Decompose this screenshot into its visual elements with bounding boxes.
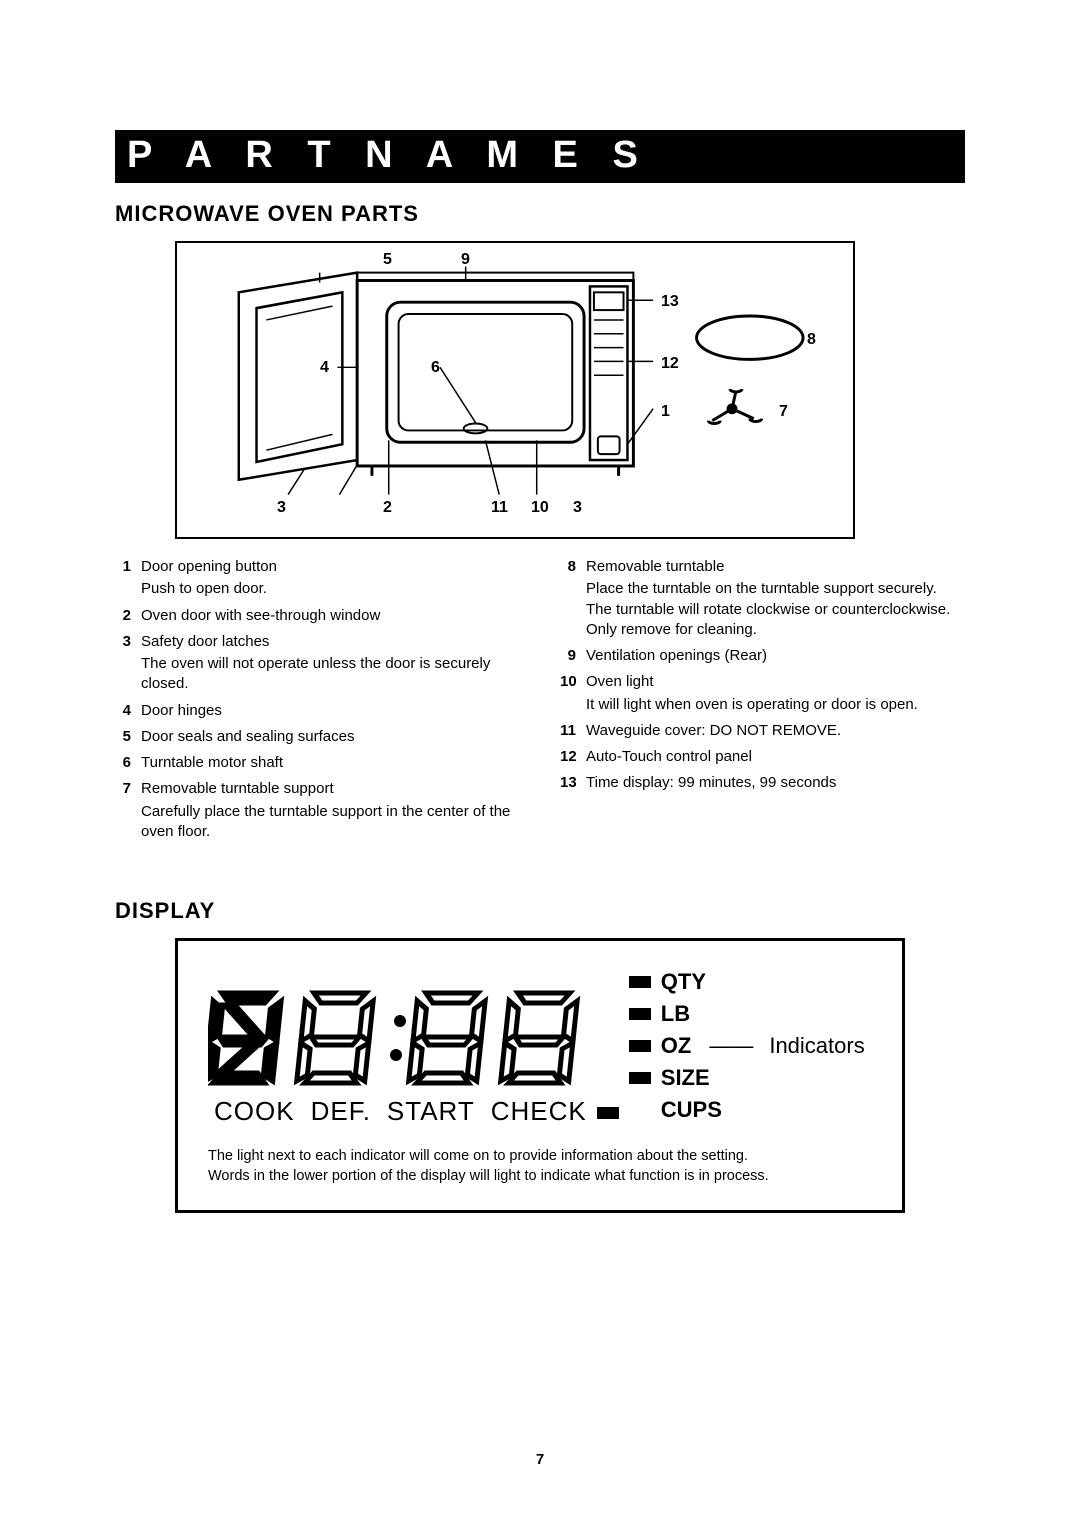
part-number: 6 [115, 753, 141, 773]
part-text: Waveguide cover: DO NOT REMOVE. [586, 721, 965, 741]
indicator-oz: OZ [661, 1033, 692, 1059]
part-text: Door seals and sealing surfaces [141, 727, 520, 747]
part-text: Oven door with see-through window [141, 606, 520, 626]
part-title: Ventilation openings (Rear) [586, 646, 965, 666]
indicator-light-icon [629, 976, 651, 988]
part-item: 11Waveguide cover: DO NOT REMOVE. [560, 721, 965, 741]
part-text: Safety door latchesThe oven will not ope… [141, 632, 520, 695]
display-note-1: The light next to each indicator will co… [208, 1147, 872, 1167]
part-item: 7Removable turntable support Carefully pl… [115, 779, 520, 842]
part-title: Auto-Touch control panel [586, 747, 965, 767]
diagram-label-5: 5 [383, 251, 392, 269]
part-title: Time display: 99 minutes, 99 seconds [586, 773, 965, 793]
part-number: 3 [115, 632, 141, 695]
part-title: Door opening button [141, 557, 520, 577]
section-microwave-parts-heading: MICROWAVE OVEN PARTS [115, 201, 965, 227]
part-title: Removable turntable [586, 557, 965, 577]
part-item: 12Auto-Touch control panel [560, 747, 965, 767]
indicator-light-icon [629, 1008, 651, 1020]
seven-segment-icon [208, 985, 608, 1095]
diagram-label-8: 8 [807, 331, 816, 349]
part-number: 8 [560, 557, 586, 640]
part-item: 10Oven light It will light when oven is o… [560, 672, 965, 715]
diagram-label-12: 12 [661, 355, 679, 373]
part-number: 7 [115, 779, 141, 842]
diagram-label-1: 1 [661, 403, 670, 421]
page-number: 7 [0, 1451, 1080, 1468]
part-item: 1Door opening buttonPush to open door. [115, 557, 520, 600]
part-text: Oven light It will light when oven is ope… [586, 672, 965, 715]
microwave-diagram: 5 9 13 8 4 6 12 1 7 3 2 11 10 3 [175, 241, 855, 539]
part-title: Oven door with see-through window [141, 606, 520, 626]
display-diagram: COOK DEF. START CHECK QTY LB OZ —— Indicat… [175, 938, 905, 1213]
part-subtext: Place the turntable on the turntable sup… [586, 579, 965, 640]
diagram-label-9: 9 [461, 251, 470, 269]
diagram-label-13: 13 [661, 293, 679, 311]
part-item: 6Turntable motor shaft [115, 753, 520, 773]
indicator-qty: QTY [661, 969, 706, 995]
part-title: Turntable motor shaft [141, 753, 520, 773]
indicator-lb: LB [661, 1001, 690, 1027]
part-item: 9Ventilation openings (Rear) [560, 646, 965, 666]
part-text: Door opening buttonPush to open door. [141, 557, 520, 600]
indicator-leader: —— [709, 1033, 753, 1059]
part-title: Safety door latches [141, 632, 520, 652]
part-title: Oven light [586, 672, 965, 692]
indicator-light-icon [629, 1072, 651, 1084]
part-item: 13Time display: 99 minutes, 99 seconds [560, 773, 965, 793]
part-text: Turntable motor shaft [141, 753, 520, 773]
diagram-label-4: 4 [320, 359, 329, 377]
title-bar: P A R T N A M E S [115, 130, 965, 183]
indicator-light-icon [629, 1040, 651, 1052]
part-number: 5 [115, 727, 141, 747]
part-item: 2Oven door with see-through window [115, 606, 520, 626]
part-title: Removable turntable support [141, 779, 520, 799]
part-number: 11 [560, 721, 586, 741]
part-item: 5Door seals and sealing surfaces [115, 727, 520, 747]
part-item: 8Removable turntablePlace the turntable … [560, 557, 965, 640]
part-number: 2 [115, 606, 141, 626]
diagram-label-10: 10 [531, 499, 549, 517]
part-number: 13 [560, 773, 586, 793]
part-subtext: The oven will not operate unless the doo… [141, 654, 520, 695]
part-text: Auto-Touch control panel [586, 747, 965, 767]
part-number: 10 [560, 672, 586, 715]
status-word-cook: COOK [214, 1096, 295, 1127]
part-text: Ventilation openings (Rear) [586, 646, 965, 666]
part-text: Removable turntable support Carefully pla… [141, 779, 520, 842]
diagram-label-11: 11 [491, 499, 508, 517]
display-note-2: Words in the lower portion of the displa… [208, 1167, 872, 1187]
part-text: Removable turntablePlace the turntable o… [586, 557, 965, 640]
diagram-label-7: 7 [779, 403, 788, 421]
parts-list: 1Door opening buttonPush to open door.2O… [115, 557, 965, 848]
status-word-check: CHECK [491, 1096, 587, 1127]
part-subtext: It will light when oven is operating or … [586, 695, 965, 715]
part-number: 12 [560, 747, 586, 767]
diagram-label-3b: 3 [573, 499, 582, 517]
part-subtext: Carefully place the turntable support in… [141, 802, 520, 843]
part-item: 3Safety door latchesThe oven will not op… [115, 632, 520, 695]
part-text: Door hinges [141, 701, 520, 721]
status-word-start: START [387, 1096, 475, 1127]
part-subtext: Push to open door. [141, 579, 520, 599]
part-text: Time display: 99 minutes, 99 seconds [586, 773, 965, 793]
part-number: 1 [115, 557, 141, 600]
indicator-size: SIZE [661, 1065, 710, 1091]
part-title: Door seals and sealing surfaces [141, 727, 520, 747]
indicator-cups: CUPS [661, 1097, 722, 1123]
part-item: 4Door hinges [115, 701, 520, 721]
indicators-pointer-label: Indicators [769, 1033, 864, 1059]
diagram-label-3a: 3 [277, 499, 286, 517]
section-display-heading: DISPLAY [115, 898, 965, 924]
part-number: 4 [115, 701, 141, 721]
diagram-label-6: 6 [431, 359, 440, 377]
diagram-label-2: 2 [383, 499, 392, 517]
part-title: Door hinges [141, 701, 520, 721]
status-word-def: DEF. [311, 1096, 371, 1127]
part-number: 9 [560, 646, 586, 666]
part-title: Waveguide cover: DO NOT REMOVE. [586, 721, 965, 741]
